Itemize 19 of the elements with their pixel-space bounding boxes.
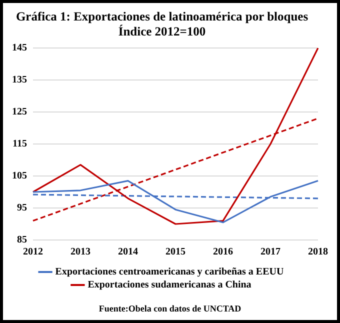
y-tick-label: 135 [12, 74, 27, 86]
x-tick-label: 2018 [308, 246, 328, 258]
y-tick-label: 125 [12, 106, 27, 118]
x-tick-label: 2017 [260, 246, 280, 258]
y-tick-label: 105 [12, 170, 27, 182]
y-tick-label: 145 [12, 42, 27, 54]
x-tick-label: 2015 [166, 246, 186, 258]
x-tick-label: 2014 [118, 246, 138, 258]
x-tick-label: 2012 [23, 246, 43, 258]
y-tick-label: 95 [17, 202, 27, 214]
source-note: Fuente:Obela con datos de UNCTAD [98, 303, 242, 314]
chart-subtitle: Índice 2012=100 [118, 24, 206, 39]
y-tick-label: 85 [17, 234, 27, 246]
x-tick-label: 2016 [213, 246, 233, 258]
x-tick-label: 2013 [70, 246, 90, 258]
y-tick-label: 115 [12, 138, 27, 150]
chart-title: Gráfica 1: Exportaciones de latinoamérica por bloques [16, 10, 308, 24]
legend-label: Exportaciones centroamericanas y caribeñas a EEUU [55, 266, 284, 278]
legend-label: Exportaciones sudamericanas a China [88, 280, 252, 291]
